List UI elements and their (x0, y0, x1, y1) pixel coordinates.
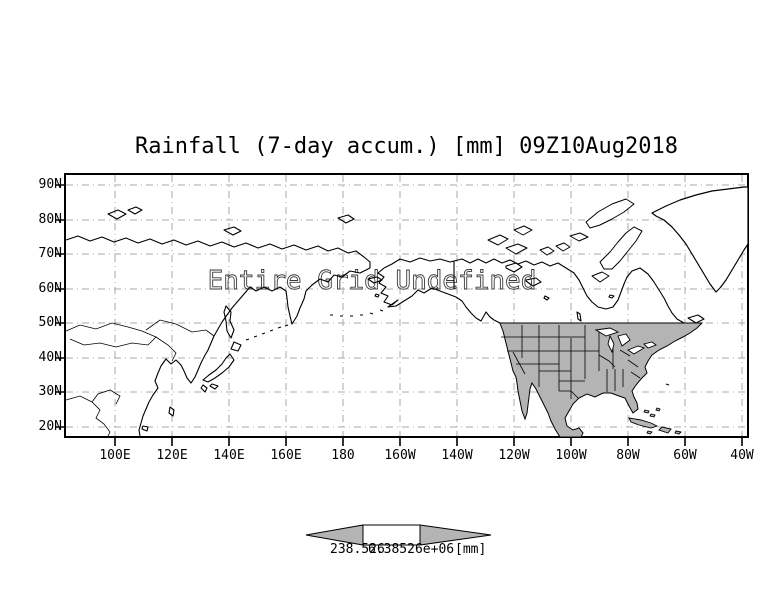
lon-label-40w: 40W (730, 448, 754, 463)
state-borders (501, 325, 641, 399)
plot-title: Rainfall (7-day accum.) [mm] 09Z10Aug201… (134, 134, 679, 159)
colorbar-max-label: 6.38526e+06 (368, 542, 455, 557)
lon-label-100w: 100W (555, 448, 587, 463)
lat-label-40n: 40N (38, 350, 62, 365)
axis-ticks (56, 184, 743, 446)
lon-label-120w: 120W (498, 448, 530, 463)
colorbar-right-arrow (419, 524, 492, 546)
eurasia-coastlines (65, 206, 371, 437)
lon-label-120e: 120E (156, 448, 188, 463)
lon-label-60w: 60W (673, 448, 697, 463)
lon-label-160w: 160W (384, 448, 416, 463)
lat-label-30n: 30N (38, 384, 62, 399)
lat-label-70n: 70N (38, 246, 62, 261)
lat-label-90n: 90N (38, 177, 62, 192)
colorbar-min-label: 238.526 (330, 542, 385, 557)
lon-label-100e: 100E (99, 448, 131, 463)
graticule-lines (66, 175, 747, 436)
north-america-coastlines (330, 257, 705, 386)
lat-label-80n: 80N (38, 212, 62, 227)
colorbar-unit-label: [mm] (455, 542, 487, 557)
greenland (651, 186, 749, 293)
lon-label-160e: 160E (270, 448, 302, 463)
asia-country-borders (65, 319, 215, 437)
us-shaded-region (499, 322, 704, 438)
arctic-islands (487, 198, 643, 283)
lat-label-60n: 60N (38, 281, 62, 296)
lon-label-140e: 140E (213, 448, 245, 463)
lat-label-50n: 50N (38, 315, 62, 330)
great-lakes (594, 327, 657, 355)
lon-label-80w: 80W (616, 448, 640, 463)
caribbean-islands (628, 407, 682, 435)
lon-label-140w: 140W (441, 448, 473, 463)
lon-label-180: 180 (331, 448, 355, 463)
undefined-notice: Entire Grid Undefined (208, 266, 537, 296)
lat-label-20n: 20N (38, 419, 62, 434)
colorbar (305, 524, 492, 546)
map-frame (64, 173, 749, 438)
